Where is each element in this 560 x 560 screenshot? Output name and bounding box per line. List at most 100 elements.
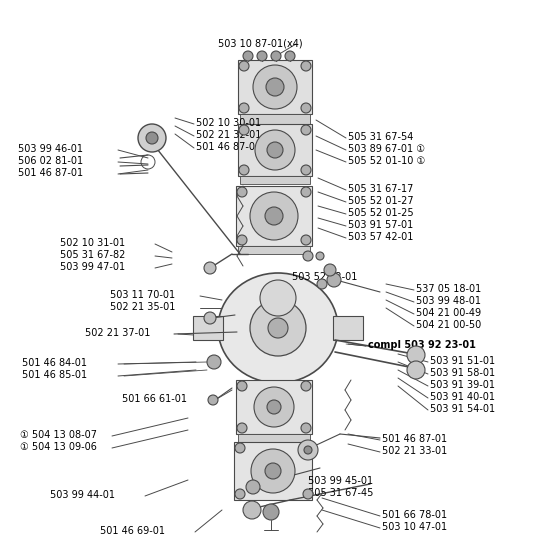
Text: 506 02 81-01: 506 02 81-01 <box>18 156 83 166</box>
Circle shape <box>268 318 288 338</box>
Circle shape <box>239 165 249 175</box>
Circle shape <box>243 501 261 519</box>
Circle shape <box>257 51 267 61</box>
Circle shape <box>204 262 216 274</box>
Circle shape <box>407 346 425 364</box>
Text: compl 503 92 23-01: compl 503 92 23-01 <box>368 340 476 350</box>
Text: 503 99 45-01: 503 99 45-01 <box>308 476 373 486</box>
Text: 505 52 01-25: 505 52 01-25 <box>348 208 414 218</box>
Circle shape <box>301 165 311 175</box>
Text: 501 66 61-01: 501 66 61-01 <box>122 394 187 404</box>
Circle shape <box>237 423 247 433</box>
Bar <box>333 316 363 340</box>
Text: 503 99 44-01: 503 99 44-01 <box>50 490 115 500</box>
Circle shape <box>235 489 245 499</box>
Circle shape <box>239 125 249 135</box>
Text: 505 52 01-10 ①: 505 52 01-10 ① <box>348 156 425 166</box>
Circle shape <box>254 387 294 427</box>
Text: 502 10 30-01: 502 10 30-01 <box>196 118 261 128</box>
Circle shape <box>250 300 306 356</box>
Text: 503 10 87-01(x4): 503 10 87-01(x4) <box>218 38 302 48</box>
Text: 501 46 87-01: 501 46 87-01 <box>18 168 83 178</box>
Circle shape <box>237 381 247 391</box>
Circle shape <box>235 443 245 453</box>
Circle shape <box>251 449 295 493</box>
Bar <box>238 434 310 442</box>
Text: 503 10 47-01: 503 10 47-01 <box>382 522 447 532</box>
Circle shape <box>301 423 311 433</box>
Text: 505 31 67-45: 505 31 67-45 <box>308 488 374 498</box>
Circle shape <box>246 480 260 494</box>
Circle shape <box>298 440 318 460</box>
Text: 502 21 33-01: 502 21 33-01 <box>382 446 447 456</box>
Text: 503 89 67-01 ①: 503 89 67-01 ① <box>348 144 425 154</box>
Bar <box>236 186 312 246</box>
Text: 502 21 32-01: 502 21 32-01 <box>196 130 262 140</box>
Circle shape <box>301 61 311 71</box>
Text: 502 21 37-01: 502 21 37-01 <box>85 328 151 338</box>
Circle shape <box>267 400 281 414</box>
Circle shape <box>271 51 281 61</box>
Text: 501 46 87-01: 501 46 87-01 <box>196 142 261 152</box>
Circle shape <box>265 207 283 225</box>
Text: 501 46 85-01: 501 46 85-01 <box>22 370 87 380</box>
Circle shape <box>243 51 253 61</box>
Text: 503 91 39-01: 503 91 39-01 <box>430 380 495 390</box>
Bar <box>193 316 223 340</box>
Text: 504 21 00-50: 504 21 00-50 <box>416 320 481 330</box>
Circle shape <box>239 103 249 113</box>
Circle shape <box>204 312 216 324</box>
Circle shape <box>250 192 298 240</box>
Circle shape <box>267 142 283 158</box>
Circle shape <box>138 124 166 152</box>
Circle shape <box>255 130 295 170</box>
Ellipse shape <box>218 273 338 383</box>
Bar <box>236 380 312 434</box>
Circle shape <box>407 361 425 379</box>
Text: 505 31 67-82: 505 31 67-82 <box>60 250 125 260</box>
Bar <box>234 442 312 500</box>
Circle shape <box>253 65 297 109</box>
Text: 505 52 01-27: 505 52 01-27 <box>348 196 414 206</box>
Text: 503 91 57-01: 503 91 57-01 <box>348 220 413 230</box>
Circle shape <box>317 279 327 289</box>
Circle shape <box>285 51 295 61</box>
Text: 503 91 40-01: 503 91 40-01 <box>430 392 495 402</box>
Circle shape <box>301 125 311 135</box>
Circle shape <box>260 280 296 316</box>
Circle shape <box>237 235 247 245</box>
Circle shape <box>208 395 218 405</box>
Bar <box>238 124 312 176</box>
Text: 501 66 78-01: 501 66 78-01 <box>382 510 447 520</box>
Circle shape <box>146 132 158 144</box>
Circle shape <box>237 187 247 197</box>
Circle shape <box>303 251 313 261</box>
Circle shape <box>324 264 336 276</box>
Circle shape <box>266 78 284 96</box>
Text: 503 11 70-01: 503 11 70-01 <box>110 290 175 300</box>
Text: 503 99 46-01: 503 99 46-01 <box>18 144 83 154</box>
Circle shape <box>304 446 312 454</box>
Text: ① 504 13 09-06: ① 504 13 09-06 <box>20 442 97 452</box>
Text: 503 99 47-01: 503 99 47-01 <box>60 262 125 272</box>
Text: 537 05 18-01: 537 05 18-01 <box>416 284 481 294</box>
Circle shape <box>303 489 313 499</box>
Text: 503 52 42-01: 503 52 42-01 <box>292 272 357 282</box>
Text: 504 21 00-49: 504 21 00-49 <box>416 308 481 318</box>
Circle shape <box>316 252 324 260</box>
Text: 503 91 54-01: 503 91 54-01 <box>430 404 495 414</box>
Circle shape <box>303 443 313 453</box>
Text: 501 46 87-01: 501 46 87-01 <box>382 434 447 444</box>
Circle shape <box>263 504 279 520</box>
Bar <box>238 60 312 114</box>
Text: 503 99 48-01: 503 99 48-01 <box>416 296 481 306</box>
Circle shape <box>239 61 249 71</box>
Text: 501 46 69-01: 501 46 69-01 <box>100 526 165 536</box>
Text: 505 31 67-17: 505 31 67-17 <box>348 184 413 194</box>
Text: 501 46 84-01: 501 46 84-01 <box>22 358 87 368</box>
Circle shape <box>207 355 221 369</box>
Text: ① 504 13 08-07: ① 504 13 08-07 <box>20 430 97 440</box>
Circle shape <box>301 187 311 197</box>
Circle shape <box>301 235 311 245</box>
Text: 502 10 31-01: 502 10 31-01 <box>60 238 125 248</box>
